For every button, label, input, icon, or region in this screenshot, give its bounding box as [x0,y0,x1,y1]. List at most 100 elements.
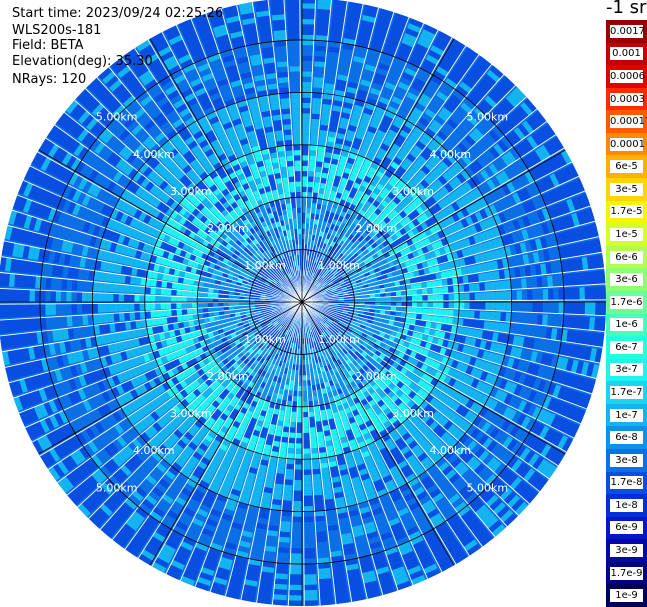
range-gate [303,459,311,465]
range-gate [311,124,320,130]
range-gate [591,364,600,379]
range-gate [404,318,411,325]
range-gate [477,103,490,116]
range-gate [361,238,368,246]
range-gate [359,298,365,302]
range-gate [321,266,327,273]
range-gate [397,81,410,92]
range-gate [344,167,352,175]
range-gate [574,287,580,301]
range-gate [519,266,526,278]
ray-gap [301,29,439,303]
range-gate [358,271,365,276]
range-gate [534,264,542,276]
range-gate [285,468,294,475]
range-gate [413,126,424,136]
range-gate [360,20,375,29]
range-gate [500,280,507,291]
range-gate [340,282,346,287]
range-gate [326,62,338,69]
range-gate [594,348,603,364]
range-gate [302,144,310,151]
range-gate [483,218,493,230]
range-gate [410,283,417,290]
range-gate [349,299,355,302]
range-gate [430,99,443,111]
range-gate [583,316,590,331]
range-gate [327,136,336,143]
range-gate [499,170,510,183]
range-gate [358,228,365,236]
range-gate [479,197,489,208]
range-gate [366,208,374,216]
range-gate [297,406,302,413]
range-gate [304,584,318,591]
range-gate [462,318,469,328]
range-gate [323,162,331,169]
range-gate [310,134,319,141]
range-gate [337,266,343,273]
range-gate [302,432,310,439]
ray-gap [301,283,606,303]
range-gate [431,315,438,323]
range-gate [364,302,371,306]
range-gate [307,197,313,203]
range-gate [320,272,325,278]
range-gate [321,237,326,244]
range-gate [394,57,407,67]
range-gate [353,137,363,145]
range-gate [313,267,317,274]
range-gate [466,266,473,275]
range-gate [535,129,547,144]
range-gate [318,193,325,200]
range-gate [337,227,344,234]
range-gate [473,86,487,99]
range-gate [324,189,332,196]
range-gate [478,232,486,243]
range-gate [344,231,351,239]
range-gate [360,145,370,154]
range-gate [328,282,334,287]
range-gate [443,122,456,134]
range-gate [424,147,435,157]
range-gate [422,88,435,99]
range-gate [330,25,344,33]
range-gate [361,255,368,262]
range-gate [563,245,571,259]
range-gate [364,242,371,249]
range-gate [484,166,495,178]
range-gate [418,240,427,248]
range-gate [328,265,334,271]
range-gate [317,198,324,205]
range-gate [279,447,287,454]
range-gate [464,302,470,310]
range-gate [438,302,444,309]
range-gate [446,278,454,286]
range-gate [340,53,353,61]
range-gate [362,268,369,274]
ray-gap [301,4,364,303]
range-gate [336,289,343,293]
range-gate [457,158,469,169]
range-gate [407,23,422,33]
range-gate [494,83,509,97]
range-gate [385,292,391,297]
range-gate [338,299,344,302]
range-gate [354,264,361,271]
range-gate [473,234,482,245]
range-gate [351,243,358,250]
range-gate [479,220,488,232]
range-gate [357,258,364,265]
range-gate [563,166,575,181]
range-gate [380,306,386,311]
range-gate [492,226,501,238]
range-gate [427,308,433,315]
range-gate [456,60,470,72]
range-gate [385,306,391,311]
range-gate [311,261,315,268]
range-gate [513,87,527,101]
range-gate [333,225,340,232]
range-gate [404,96,416,106]
range-gate [483,116,496,129]
range-gate [303,479,312,486]
